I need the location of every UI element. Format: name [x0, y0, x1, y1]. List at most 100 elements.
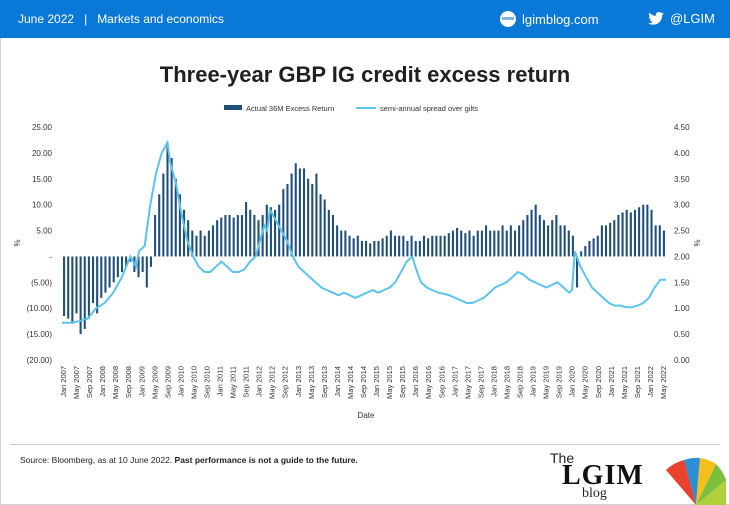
y2-tick-label: 2.50: [674, 227, 690, 236]
x-tick-label: Sep 2014: [359, 366, 368, 398]
y2-tick-label: 1.00: [674, 304, 690, 313]
twitter-link[interactable]: @LGIM: [648, 11, 715, 26]
excess-return-bar: [344, 230, 347, 257]
excess-return-bar: [567, 230, 570, 257]
x-tick-label: May 2022: [659, 366, 668, 399]
excess-return-bar: [294, 163, 297, 257]
excess-return-bar: [75, 256, 78, 314]
excess-return-bar: [476, 230, 479, 257]
excess-return-bar: [278, 204, 281, 257]
excess-return-bar: [100, 256, 103, 298]
x-tick-label: Sep 2008: [124, 366, 133, 398]
excess-return-bar: [480, 230, 483, 257]
y-tick-label: 20.00: [32, 149, 53, 158]
x-tick-label: Jan 2019: [529, 366, 538, 397]
excess-return-bar: [658, 225, 661, 257]
y2-tick-label: 1.50: [674, 278, 690, 287]
y2-tick-label: 4.50: [674, 123, 690, 132]
excess-return-bar: [298, 168, 301, 257]
excess-return-bar: [629, 212, 632, 257]
x-tick-label: May 2008: [111, 366, 120, 399]
excess-return-bar: [456, 227, 459, 257]
legend-line-label: semi-annual spread over gilts: [380, 104, 478, 113]
excess-return-bar: [534, 204, 537, 257]
excess-return-bar: [245, 202, 248, 257]
x-tick-label: Jan 2017: [450, 366, 459, 397]
x-tick-label: May 2021: [620, 366, 629, 399]
excess-return-bar: [385, 235, 388, 257]
x-tick-label: Jan 2011: [216, 366, 225, 396]
x-tick-label: Sep 2016: [437, 366, 446, 398]
chart-canvas: Actual 36M Excess Return semi-annual spr…: [13, 104, 702, 420]
x-tick-label: May 2010: [189, 366, 198, 399]
excess-return-bar: [170, 158, 173, 257]
x-tick-label: Sep 2013: [320, 366, 329, 398]
x-tick-label: May 2017: [463, 366, 472, 399]
excess-return-bar: [331, 215, 335, 257]
excess-return-bar: [203, 235, 206, 257]
x-tick-label: Jan 2012: [255, 366, 264, 397]
excess-return-bar: [67, 256, 70, 319]
excess-return-bar: [522, 220, 525, 257]
excess-return-bar: [232, 217, 235, 257]
excess-return-bar: [393, 235, 397, 257]
excess-return-bar: [104, 256, 107, 293]
excess-return-bar: [195, 235, 198, 257]
y-tick-label: 25.00: [32, 123, 53, 132]
excess-return-bar: [538, 215, 541, 257]
excess-return-bar: [108, 256, 111, 288]
excess-return-bar: [224, 215, 227, 257]
logo-blog: blog: [582, 486, 607, 501]
excess-return-bar: [439, 235, 442, 257]
excess-return-bar: [646, 204, 649, 257]
y2-tick-label: 2.00: [674, 252, 690, 261]
excess-return-bar: [220, 217, 223, 257]
y-axis-label: %: [13, 239, 22, 246]
excess-return-bar: [323, 199, 326, 257]
excess-return-bar: [120, 256, 124, 272]
x-tick-label: Jan 2015: [372, 366, 381, 397]
header-section-link[interactable]: Markets and economics: [97, 12, 224, 26]
excess-return-bar: [389, 230, 392, 257]
blog-link[interactable]: www lgimblog.com: [500, 11, 599, 27]
y-tick-label: (10.00): [27, 304, 53, 313]
excess-return-bar: [642, 204, 645, 257]
excess-return-bar: [286, 183, 289, 257]
logo-lgim: LGIM: [562, 460, 644, 491]
source-note: Source: Bloomberg, as at 10 June 2022. P…: [20, 455, 358, 465]
excess-return-bar: [249, 209, 252, 257]
excess-return-bar: [592, 238, 595, 257]
excess-return-bar: [336, 225, 339, 257]
excess-return-bar: [427, 238, 430, 257]
x-tick-label: Jan 2014: [333, 366, 342, 397]
x-axis-label: Date: [358, 411, 375, 420]
excess-return-bar: [485, 225, 488, 257]
x-tick-label: May 2019: [542, 366, 551, 399]
excess-return-bar: [83, 256, 86, 329]
excess-return-bar: [526, 215, 529, 257]
excess-return-bar: [493, 230, 496, 257]
legend-bar-swatch: [224, 105, 242, 110]
excess-return-bar: [497, 230, 500, 257]
spread-line: [62, 139, 666, 324]
excess-return-bar: [410, 235, 413, 257]
x-tick-label: May 2011: [229, 366, 238, 398]
excess-return-bar: [571, 235, 574, 257]
excess-return-bar: [211, 225, 215, 257]
excess-return-bar: [662, 230, 665, 257]
excess-return-bar: [149, 256, 152, 267]
excess-return-bar: [253, 215, 256, 257]
x-tick-label: Sep 2009: [163, 366, 172, 398]
header-separator: |: [84, 12, 88, 26]
x-tick-label: May 2009: [150, 366, 159, 399]
excess-return-bar: [443, 235, 446, 257]
chart-title: Three-year GBP IG credit excess return: [159, 62, 571, 87]
excess-return-bar: [79, 256, 82, 335]
umbrella-icon: [666, 457, 726, 505]
excess-return-bar: [261, 215, 264, 257]
excess-return-bar: [468, 230, 471, 257]
excess-return-bar: [654, 225, 657, 257]
lgim-blog-logo: The LGIM blog: [548, 450, 728, 505]
excess-return-bar: [638, 207, 641, 257]
excess-return-bar: [596, 235, 599, 257]
